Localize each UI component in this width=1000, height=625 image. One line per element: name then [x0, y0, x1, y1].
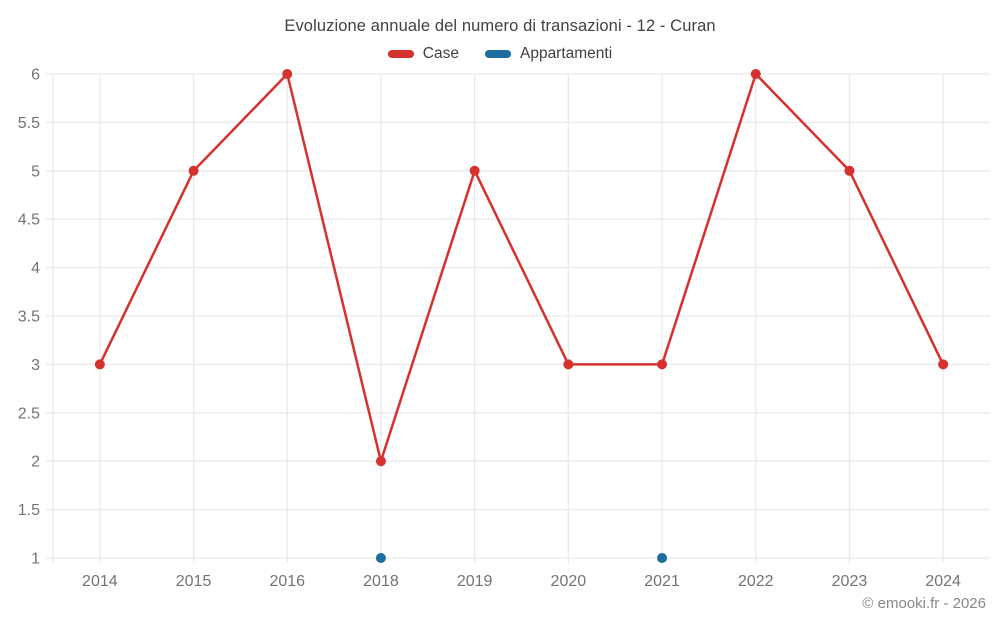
data-point-appartamenti-2018[interactable] — [375, 553, 386, 563]
legend-swatch-appartamenti — [484, 50, 511, 58]
y-tick-label: 4 — [31, 260, 40, 277]
x-tick-label: 2019 — [457, 573, 493, 590]
y-tick-label: 3.5 — [18, 309, 40, 326]
data-point-case-2019[interactable] — [469, 165, 480, 176]
y-tick-label: 5.5 — [18, 115, 40, 132]
data-point-case-2022[interactable] — [750, 69, 761, 79]
data-point-case-2024[interactable] — [938, 359, 949, 370]
x-tick-label: 2024 — [925, 573, 961, 590]
data-point-case-2021[interactable] — [657, 359, 668, 370]
chart-title: Evoluzione annuale del numero di transaz… — [284, 17, 716, 35]
copyright: © emooki.fr - 2026 — [862, 595, 986, 612]
x-tick-label: 2022 — [738, 573, 774, 590]
x-tick-label: 2015 — [176, 573, 212, 590]
legend-label-appartamenti: Appartamenti — [519, 45, 613, 62]
legend-item-appartamenti[interactable]: Appartamenti — [484, 45, 613, 63]
x-tick-label: 2021 — [644, 573, 680, 590]
legend-swatch-case — [387, 50, 414, 58]
y-tick-label: 1 — [31, 551, 40, 568]
legend-label-case: Case — [422, 45, 459, 62]
x-tick-label: 2020 — [551, 573, 587, 590]
y-tick-label: 1.5 — [18, 502, 40, 519]
data-point-case-2015[interactable] — [188, 165, 199, 176]
x-tick-label: 2014 — [82, 573, 118, 590]
y-tick-label: 2.5 — [18, 405, 40, 422]
legend-item-case[interactable]: Case — [387, 45, 459, 63]
x-tick-label: 2016 — [269, 573, 305, 590]
legend: Case Appartamenti — [0, 45, 1000, 63]
data-point-case-2016[interactable] — [282, 69, 293, 79]
y-tick-label: 3 — [31, 357, 40, 374]
data-point-case-2023[interactable] — [844, 165, 855, 176]
data-point-case-2014[interactable] — [94, 359, 105, 370]
x-tick-label: 2023 — [832, 573, 868, 590]
data-point-case-2020[interactable] — [563, 359, 574, 370]
data-point-case-2018[interactable] — [375, 456, 386, 467]
y-tick-label: 5 — [31, 163, 40, 180]
series-line-case — [98, 72, 945, 463]
data-point-appartamenti-2021[interactable] — [657, 553, 668, 563]
x-tick-label: 2018 — [363, 573, 399, 590]
y-tick-label: 2 — [31, 454, 40, 471]
y-tick-label: 6 — [31, 67, 40, 84]
y-tick-label: 4.5 — [18, 212, 40, 229]
